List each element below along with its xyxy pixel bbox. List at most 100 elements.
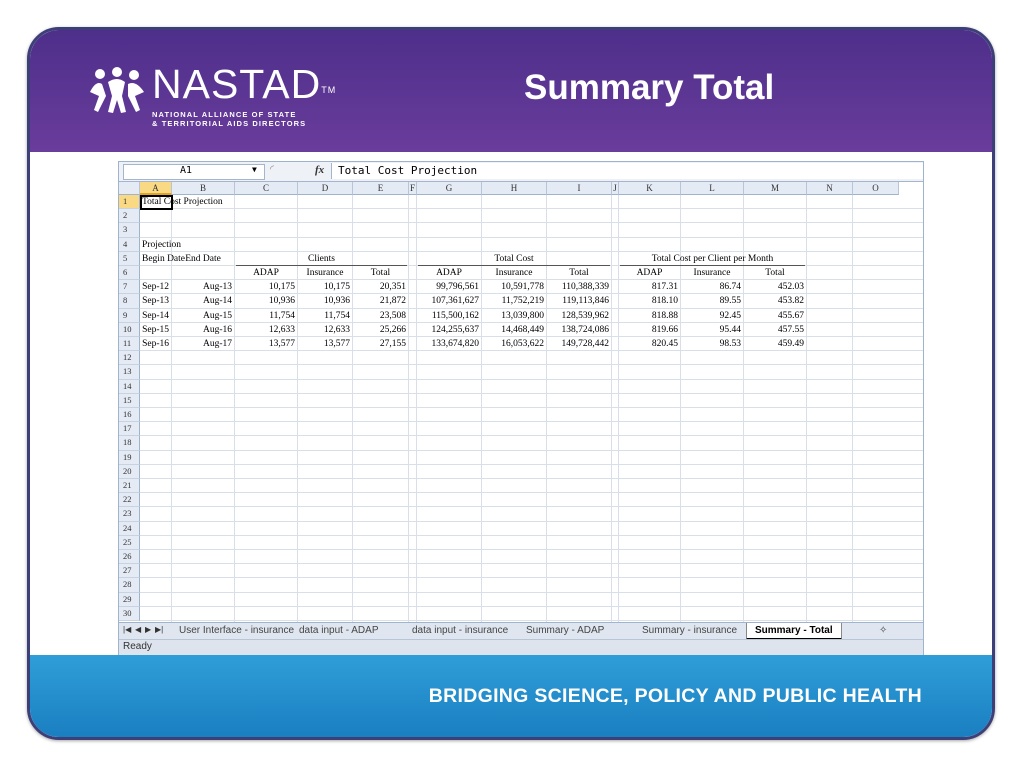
data-cell[interactable]: 12,633 <box>268 324 295 335</box>
row-header[interactable]: 23 <box>119 507 140 522</box>
data-cell[interactable]: 16,053,622 <box>501 339 544 349</box>
row-header[interactable]: 11 <box>119 337 140 352</box>
per-client-group-header[interactable]: Total Cost per Client per Month <box>651 253 774 264</box>
sheet-tab[interactable]: Summary - insurance <box>642 625 738 636</box>
row-header[interactable]: 3 <box>119 223 140 238</box>
data-cell[interactable]: 21,872 <box>379 296 406 307</box>
insert-function-button[interactable]: fx <box>315 164 325 176</box>
data-cell[interactable]: 818.88 <box>651 310 678 321</box>
row-header[interactable]: 26 <box>119 550 140 565</box>
row-header[interactable]: 13 <box>119 365 140 380</box>
chevron-down-icon[interactable]: ▼ <box>252 165 257 174</box>
data-cell[interactable]: Aug-17 <box>202 339 232 349</box>
column-header[interactable]: H <box>482 182 547 195</box>
data-cell[interactable]: 12,633 <box>323 324 350 335</box>
row-header[interactable]: 21 <box>119 479 140 494</box>
row-header[interactable]: 20 <box>119 464 140 479</box>
row-header[interactable]: 30 <box>119 606 140 621</box>
data-cell[interactable]: 459.49 <box>777 339 804 349</box>
row-header[interactable]: 5 <box>119 251 140 266</box>
data-cell[interactable]: Sep-12 <box>142 282 169 293</box>
data-cell[interactable]: 10,175 <box>268 282 295 293</box>
sheet-tab[interactable]: data input - insurance <box>412 625 509 636</box>
data-cell[interactable]: 115,500,162 <box>431 310 479 321</box>
formula-input[interactable]: Total Cost Projection <box>331 163 923 179</box>
insert-sheet-icon[interactable]: ✧ <box>879 625 888 636</box>
data-cell[interactable]: Aug-14 <box>202 296 232 307</box>
title-cell[interactable]: Total Cost Projection <box>142 197 223 207</box>
data-cell[interactable]: 13,577 <box>323 339 350 349</box>
data-cell[interactable]: 14,468,449 <box>501 324 544 335</box>
data-cell[interactable]: Aug-16 <box>202 324 232 335</box>
data-cell[interactable]: 11,754 <box>324 310 350 321</box>
next-sheet-icon[interactable]: ▶ <box>145 625 152 634</box>
adap-header[interactable]: ADAP <box>436 268 462 278</box>
row-header[interactable]: 16 <box>119 408 140 423</box>
column-header[interactable]: L <box>681 182 744 195</box>
last-sheet-icon[interactable]: ▶| <box>155 625 164 634</box>
data-cell[interactable]: 817.31 <box>651 282 678 293</box>
data-cell[interactable]: 89.55 <box>719 296 741 307</box>
data-cell[interactable]: 457.55 <box>777 324 804 335</box>
data-cell[interactable]: 128,539,962 <box>561 310 610 321</box>
cancel-entry-icon[interactable]: ◜ <box>270 164 274 175</box>
data-cell[interactable]: 23,508 <box>379 310 406 321</box>
sheet-tab[interactable]: Summary - Total <box>746 623 842 640</box>
row-header[interactable]: 18 <box>119 436 140 451</box>
sheet-tab[interactable]: data input - ADAP <box>299 625 379 636</box>
row-header[interactable]: 9 <box>119 308 140 323</box>
column-header[interactable]: K <box>619 182 681 195</box>
data-cell[interactable]: 95.44 <box>719 324 741 335</box>
data-cell[interactable]: 27,155 <box>379 339 406 349</box>
data-cell[interactable]: Sep-16 <box>142 339 169 349</box>
data-cell[interactable]: 818.10 <box>651 296 678 307</box>
data-cell[interactable]: 452.03 <box>777 282 804 293</box>
begin-date-header[interactable]: Begin Date <box>142 253 186 264</box>
clients-group-header[interactable]: Clients <box>308 253 335 264</box>
data-cell[interactable]: 86.74 <box>719 282 741 293</box>
row-header[interactable]: 10 <box>119 322 140 337</box>
data-cell[interactable]: 10,591,778 <box>501 282 544 293</box>
select-all-corner[interactable] <box>119 182 140 195</box>
column-header[interactable]: G <box>417 182 482 195</box>
row-header[interactable]: 24 <box>119 521 140 536</box>
data-cell[interactable]: 99,796,561 <box>436 282 479 293</box>
data-cell[interactable]: Sep-15 <box>142 324 169 335</box>
data-cell[interactable]: 13,577 <box>268 339 295 349</box>
data-cell[interactable]: 10,175 <box>323 282 350 293</box>
row-header[interactable]: 12 <box>119 351 140 366</box>
adap-header[interactable]: ADAP <box>636 268 663 278</box>
row-header[interactable]: 19 <box>119 450 140 465</box>
row-header[interactable]: 8 <box>119 294 140 309</box>
data-cell[interactable]: Aug-13 <box>202 282 232 293</box>
row-header[interactable]: 22 <box>119 493 140 508</box>
column-header[interactable]: N <box>807 182 853 195</box>
total-header[interactable]: Total <box>370 268 391 278</box>
column-header[interactable]: D <box>298 182 353 195</box>
data-cell[interactable]: 13,039,800 <box>501 310 544 321</box>
data-cell[interactable]: Aug-15 <box>202 310 232 321</box>
data-cell[interactable]: 455.67 <box>777 310 804 321</box>
data-cell[interactable]: 110,388,339 <box>561 282 609 293</box>
row-header[interactable]: 6 <box>119 266 140 281</box>
row-header[interactable]: 4 <box>119 237 140 252</box>
row-header[interactable]: 2 <box>119 209 140 224</box>
data-cell[interactable]: 10,936 <box>323 296 350 307</box>
column-header[interactable]: C <box>235 182 298 195</box>
insurance-header[interactable]: Insurance <box>306 268 344 278</box>
insurance-header[interactable]: Insurance <box>693 268 731 278</box>
column-header[interactable]: J <box>612 182 619 195</box>
row-header[interactable]: 15 <box>119 393 140 408</box>
data-cell[interactable]: 138,724,086 <box>561 324 610 335</box>
row-header[interactable]: 1 <box>119 195 140 210</box>
sheet-tab[interactable]: Summary - ADAP <box>526 625 605 636</box>
data-cell[interactable]: 149,728,442 <box>561 339 610 349</box>
total-header[interactable]: Total <box>765 268 785 278</box>
name-box[interactable]: A1 ▼ <box>123 164 265 180</box>
total-header[interactable]: Total <box>569 268 589 278</box>
data-cell[interactable]: 119,113,846 <box>562 296 609 307</box>
column-header[interactable]: F <box>409 182 417 195</box>
data-cell[interactable]: Sep-13 <box>142 296 169 307</box>
projection-label[interactable]: Projection <box>142 239 182 250</box>
column-header[interactable]: B <box>172 182 235 195</box>
